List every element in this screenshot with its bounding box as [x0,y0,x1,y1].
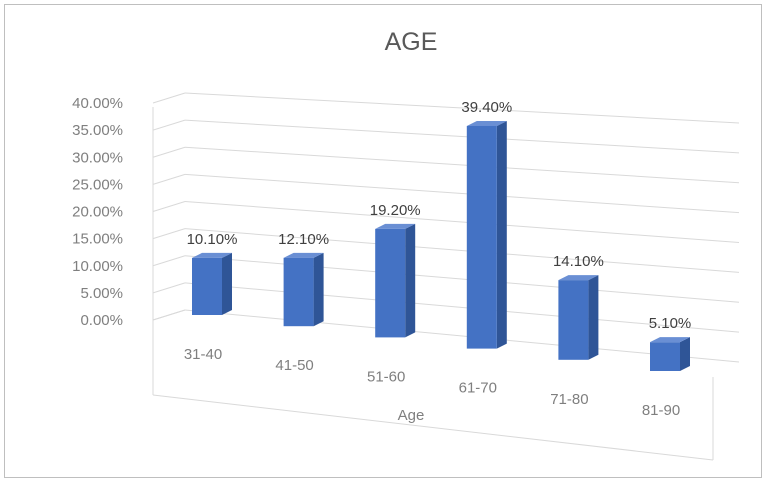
gridline [184,119,740,154]
side-gridline [152,119,186,131]
floor-back-left [152,309,186,321]
y-tick-label: 10.00% [72,258,123,275]
x-tick-label: 81-90 [642,402,680,419]
age-bar-chart: AGE 0.00% 5.00% 10.00% 15.00% 20.00% 25.00% 30… [72,28,740,461]
floor-front-edge [152,394,714,461]
chart-floor [152,107,714,461]
x-axis-title: Age [398,407,425,424]
data-label: 5.10% [649,315,692,332]
y-tick-label: 5.00% [80,285,123,302]
y-tick-label: 15.00% [72,231,123,248]
side-gridline [152,255,186,267]
bars: 10.10% 12.10% 19.20% 39.40% 14.10% 5.10% [187,99,692,371]
x-tick-label: 51-60 [367,368,405,385]
x-axis-categories: 31-40 41-50 51-60 61-70 71-80 81-90 [184,346,680,419]
chart-title: AGE [385,28,438,56]
bar-51-60 [375,223,416,338]
bar-81-90 [650,337,690,371]
y-tick-label: 30.00% [72,149,123,166]
gridline [184,309,740,363]
gridline [184,146,740,184]
side-gridline [152,146,186,158]
chart-frame: AGE 0.00% 5.00% 10.00% 15.00% 20.00% 25.00% 30… [4,4,762,478]
x-tick-label: 61-70 [459,380,497,397]
gridline [184,92,740,124]
bar-61-70 [466,120,507,349]
side-gridline [152,282,186,294]
bar-71-80 [558,275,599,360]
y-tick-label: 25.00% [72,176,123,193]
y-axis-ticks: 0.00% 5.00% 10.00% 15.00% 20.00% 25.00% 30.00%… [72,95,123,329]
y-tick-label: 40.00% [72,95,123,112]
y-tick-label: 35.00% [72,122,123,139]
side-gridline [152,201,186,212]
x-tick-label: 41-50 [275,357,313,374]
data-label: 39.40% [461,99,512,116]
side-gridline [152,228,186,240]
bar-31-40 [192,252,232,315]
data-label: 10.10% [187,231,238,248]
bar-41-50 [283,252,324,327]
x-tick-label: 71-80 [550,391,588,408]
gridline [184,201,740,243]
gridline [184,228,740,273]
side-gridline [152,173,186,185]
x-tick-label: 31-40 [184,346,222,363]
gridlines [152,92,740,363]
data-label: 19.20% [370,202,421,219]
y-tick-label: 20.00% [72,204,123,221]
gridline [184,255,740,303]
gridline [184,282,740,333]
y-tick-label: 0.00% [80,312,123,329]
gridline [184,173,740,214]
side-gridline [152,92,186,104]
data-label: 12.10% [278,231,329,248]
data-label: 14.10% [553,253,604,270]
